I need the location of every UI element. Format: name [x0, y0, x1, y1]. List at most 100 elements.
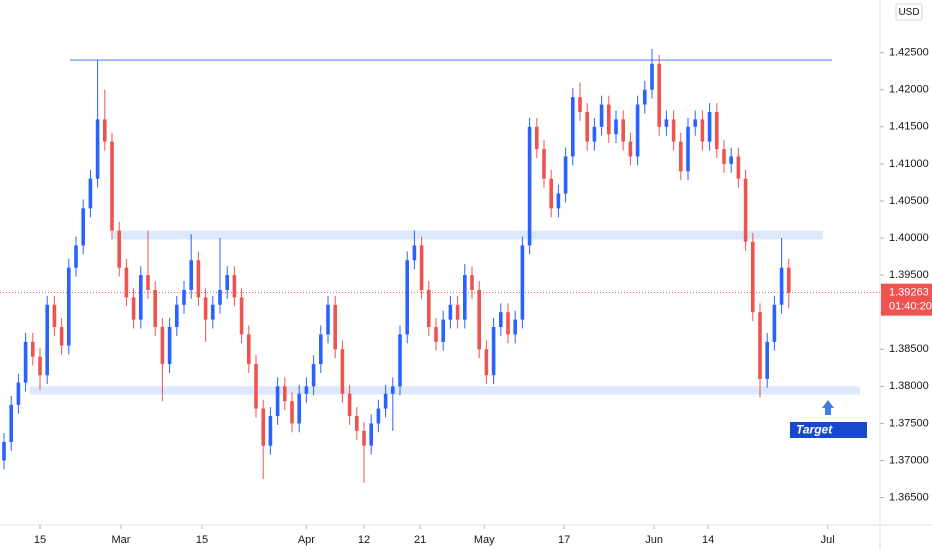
y-tick-label: 1.40000 — [889, 232, 929, 244]
candle-body — [52, 304, 57, 328]
x-tick-label: 21 — [414, 534, 426, 546]
candle-body — [254, 364, 258, 409]
candle-body — [729, 156, 733, 164]
y-tick-label: 1.41500 — [889, 121, 929, 133]
candle-body — [211, 304, 215, 320]
candle-body — [340, 349, 345, 394]
candle-body — [45, 304, 50, 376]
candle-body — [786, 267, 791, 293]
candle-body — [153, 289, 158, 328]
candle-body — [455, 304, 460, 320]
candle-body — [534, 126, 539, 150]
zones — [0, 59, 880, 395]
candle-body — [2, 441, 6, 461]
candle-body — [614, 119, 618, 135]
candle-body — [16, 382, 21, 405]
candle-body — [88, 178, 93, 209]
candle-body — [326, 304, 330, 335]
candle-body — [412, 245, 417, 261]
candle-body — [124, 267, 129, 298]
target-label: Target — [796, 423, 833, 437]
x-tick-label: 12 — [358, 534, 370, 546]
y-tick-label: 1.42500 — [889, 47, 929, 59]
candle-body — [81, 208, 86, 246]
y-tick-label: 1.38000 — [889, 380, 929, 392]
candle-body — [585, 111, 589, 142]
candle-body — [491, 327, 496, 376]
candle-body — [95, 119, 100, 179]
candle-body — [470, 275, 474, 290]
candle-body — [225, 275, 230, 290]
candle-body — [23, 341, 28, 383]
candle-body — [722, 149, 726, 164]
candle-body — [196, 260, 201, 298]
candle-body — [657, 63, 661, 127]
candle-body — [750, 241, 755, 313]
candle-body — [448, 304, 453, 320]
candle-body — [462, 275, 467, 320]
countdown: 01:40:20 — [889, 301, 932, 313]
y-tick-label: 1.37500 — [889, 417, 929, 429]
currency-box[interactable] — [895, 3, 923, 21]
candle-body — [110, 141, 114, 231]
candle-body — [477, 289, 481, 350]
candle-body — [513, 319, 517, 335]
candle-body — [275, 386, 280, 416]
candle-body — [693, 119, 697, 127]
candle-body — [592, 126, 597, 142]
x-tick-label: 17 — [558, 534, 570, 546]
y-tick-label: 1.41000 — [889, 158, 929, 170]
candle-body — [160, 327, 165, 365]
candle-body — [498, 312, 503, 328]
candle-body — [290, 401, 294, 424]
candle-body — [74, 245, 78, 268]
candle-body — [736, 156, 741, 179]
y-tick-label: 1.39500 — [889, 269, 929, 281]
candle-body — [182, 289, 186, 305]
candle-body — [203, 297, 208, 320]
target-arrow — [822, 400, 834, 415]
x-tick-label: Apr — [298, 534, 315, 546]
candle-body — [578, 97, 582, 112]
candle-body — [779, 267, 784, 305]
candle-body — [311, 364, 316, 387]
candle-body — [700, 119, 705, 142]
last-price-label: 1.39263 — [889, 287, 929, 299]
candle-body — [650, 63, 654, 90]
candle-body — [232, 275, 237, 298]
candle-body — [556, 193, 561, 209]
candle-body — [146, 275, 150, 290]
candle-body — [167, 327, 172, 365]
candle-body — [261, 408, 266, 446]
candle-body — [67, 267, 71, 346]
x-tick-label: 14 — [702, 534, 714, 546]
candle-body — [758, 312, 762, 379]
candle-body — [570, 97, 575, 157]
candle-body — [362, 430, 366, 446]
candle-body — [383, 393, 388, 409]
candle-body — [59, 327, 64, 346]
candle-body — [347, 393, 352, 416]
candle-body — [354, 415, 359, 431]
candle-body — [743, 178, 748, 242]
candle-body — [671, 119, 676, 142]
candle-body — [405, 260, 409, 335]
candle-body — [441, 319, 445, 342]
candle-body — [218, 289, 222, 305]
candle-body — [606, 104, 611, 135]
y-tick-label: 1.42000 — [889, 84, 929, 96]
candle-body — [139, 275, 143, 320]
candle-body — [189, 260, 194, 290]
x-tick-label: Jul — [821, 534, 835, 546]
candle-body — [484, 349, 489, 376]
candle-body — [628, 141, 633, 157]
candle-body — [707, 111, 712, 142]
candle-body — [31, 341, 35, 357]
candle-body — [563, 156, 568, 194]
candle-body — [635, 104, 640, 157]
candle-body — [117, 230, 122, 268]
candle-body — [268, 415, 273, 446]
candle-body — [131, 297, 136, 320]
candle-body — [542, 149, 546, 179]
